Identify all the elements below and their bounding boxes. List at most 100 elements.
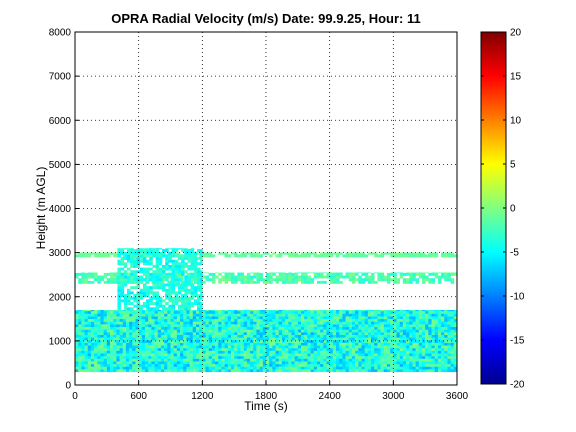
heatmap-cell [339,345,343,349]
heatmap-cell [94,353,98,357]
heatmap-cell [310,272,315,274]
heatmap-cell [332,272,337,274]
heatmap-cell [164,353,168,357]
heatmap-cell [358,350,362,354]
heatmap-cell [211,321,216,325]
heatmap-cell [103,329,108,333]
heatmap-cell [371,324,375,328]
heatmap-cell [301,366,305,370]
heatmap-cell [399,310,404,314]
heatmap-cell [138,309,143,312]
heatmap-cell [351,345,356,349]
heatmap-cell [269,366,273,370]
heatmap-cell [84,334,89,338]
heatmap-cell [164,316,168,320]
heatmap-cell [171,286,176,290]
heatmap-cell [164,329,168,333]
heatmap-cell [386,316,391,320]
heatmap-cell [186,316,190,320]
heatmap-cell [117,288,121,292]
heatmap-cell [281,350,286,354]
heatmap-cell [168,251,172,255]
heatmap-cell [146,294,150,298]
heatmap-cell [152,307,156,311]
heatmap-cell [81,326,85,330]
heatmap-cell [428,252,432,255]
heatmap-cell [221,366,225,370]
heatmap-cell [269,278,273,282]
heatmap-cell [386,272,391,276]
heatmap-cell [345,369,350,373]
heatmap-cell [437,355,442,359]
heatmap-cell [126,299,131,303]
heatmap-cell [103,252,108,255]
heatmap-cell [288,345,292,349]
heatmap-cell [425,326,429,330]
heatmap-cell [139,251,144,255]
heatmap-cell [250,280,254,284]
heatmap-cell [371,355,375,359]
heatmap-cell [380,369,385,373]
heatmap-cell [205,369,209,373]
heatmap-cell [221,355,225,359]
heatmap-cell [402,337,407,341]
heatmap-cell [208,332,213,335]
heatmap-cell [361,329,365,333]
heatmap-cell [126,294,131,298]
heatmap-cell [183,369,187,373]
heatmap-cell [122,337,127,341]
heatmap-cell [190,291,195,295]
heatmap-cell [437,309,442,312]
heatmap-cell [192,324,197,328]
heatmap-cell [75,350,79,354]
heatmap-cell [304,339,308,343]
heatmap-cell [227,361,232,365]
heatmap-cell [323,275,327,279]
heatmap-cell [361,252,365,255]
heatmap-cell [421,324,426,328]
heatmap-cell [371,316,375,320]
heatmap-cell [106,309,111,312]
heatmap-cell [130,307,134,311]
heatmap-cell [78,318,82,322]
heatmap-cell [106,363,111,367]
heatmap-cell [155,291,160,295]
heatmap-cell [406,366,410,370]
heatmap-cell [250,272,254,274]
heatmap-cell [269,272,273,276]
heatmap-cell [103,275,108,279]
heatmap-cell [141,353,146,357]
heatmap-cell [412,321,416,325]
heatmap-cell [78,353,82,357]
heatmap-cell [142,302,147,305]
heatmap-cell [113,353,117,357]
heatmap-cell [301,272,305,274]
heatmap-cell [125,358,130,362]
heatmap-cell [205,321,209,325]
heatmap-cell [171,291,176,295]
heatmap-cell [110,358,114,362]
heatmap-cell [123,264,128,268]
heatmap-cell [262,321,267,325]
heatmap-cell [294,326,299,330]
heatmap-cell [84,316,89,320]
heatmap-cell [301,309,305,312]
heatmap-cell [110,366,114,370]
heatmap-cell [132,329,136,333]
heatmap-cell [313,355,318,359]
heatmap-cell [75,337,79,341]
heatmap-cell [173,310,178,314]
heatmap-cell [380,329,385,333]
heatmap-cell [164,358,168,362]
heatmap-cell [87,369,92,373]
heatmap-cell [221,369,225,373]
heatmap-cell [117,272,121,276]
heatmap-cell [380,347,385,351]
heatmap-cell [288,361,292,365]
heatmap-cell [272,332,276,335]
heatmap-cell [418,310,423,314]
heatmap-cell [162,267,166,271]
heatmap-cell [148,347,152,351]
heatmap-cell [176,339,181,343]
heatmap-cell [434,347,439,351]
